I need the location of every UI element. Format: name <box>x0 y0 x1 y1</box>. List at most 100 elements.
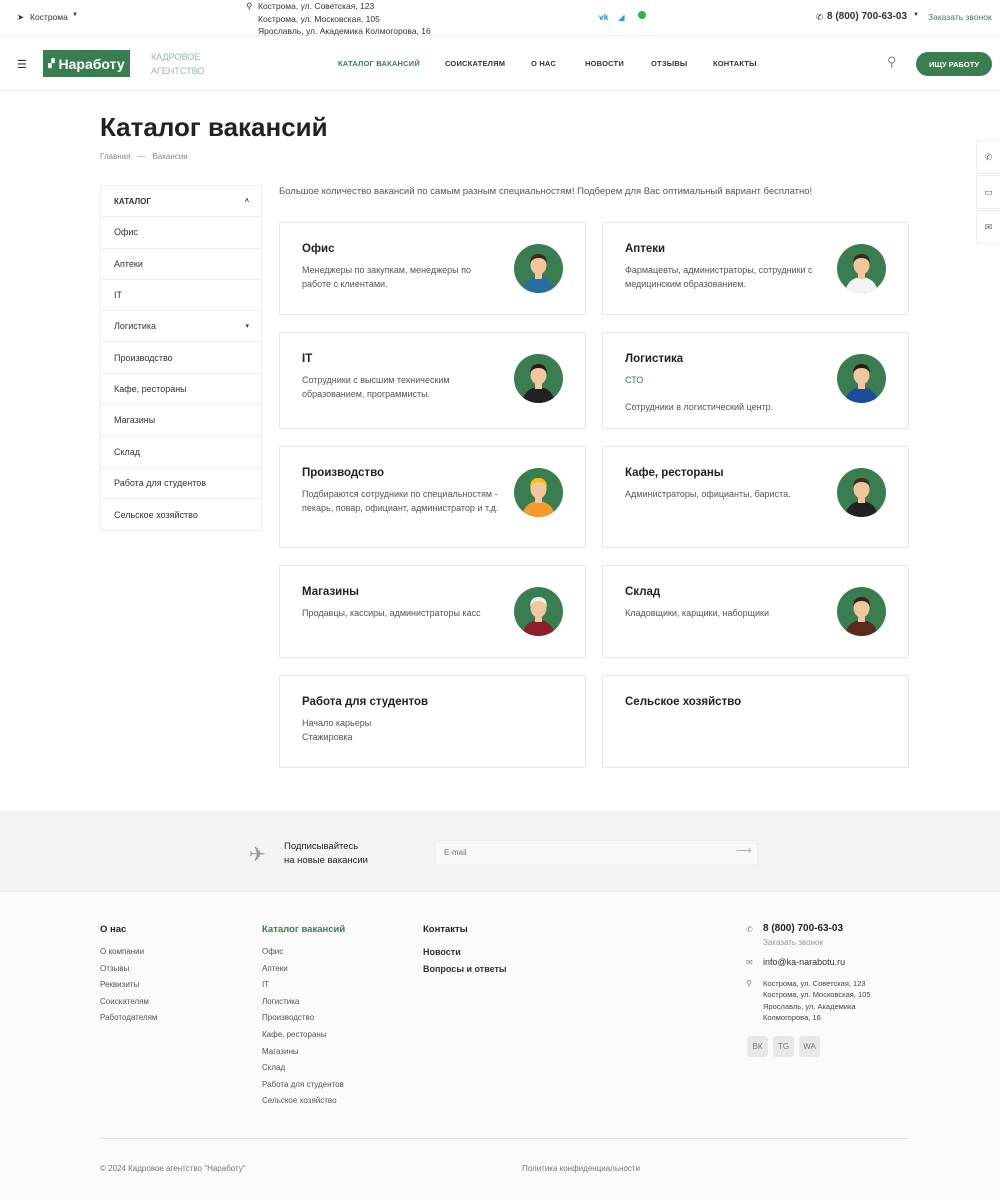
page-title: Каталог вакансий <box>100 112 328 142</box>
card-tag: СТО <box>625 375 644 385</box>
footer-link[interactable]: Реквизиты <box>100 980 140 990</box>
card-title[interactable]: Склад <box>625 586 661 598</box>
footer-link[interactable]: Работодателям <box>100 1013 158 1023</box>
card-description: Фармацевты, администраторы, сотрудники с… <box>625 264 825 291</box>
sidebar-item[interactable]: IT <box>101 280 261 312</box>
vacancy-card[interactable]: Офис Менеджеры по закупкам, менеджеры по … <box>279 222 586 315</box>
main-nav: ☰ ▞ Наработу КАДРОВОЕ АГЕНТСТВО КАТАЛОГ ВА… <box>0 37 1000 91</box>
whatsapp-icon[interactable] <box>638 11 646 19</box>
vacancy-card[interactable]: IT Сотрудники с высшим техническим образо… <box>279 332 586 429</box>
nav-seekers[interactable]: СОИСКАТЕЛЯМ <box>445 59 506 68</box>
card-title[interactable]: Работа для студентов <box>302 696 429 708</box>
vacancy-card[interactable]: Производство Подбираются сотрудники по сп… <box>279 446 586 548</box>
card-description: Продавцы, кассиры, администраторы касс <box>302 607 502 621</box>
card-title[interactable]: Офис <box>302 243 335 255</box>
footer-link[interactable]: Работа для студентов <box>262 1079 344 1089</box>
vacancy-card[interactable]: Работа для студентов Начало карьеры Стажир… <box>279 675 586 768</box>
card-title[interactable]: IT <box>302 353 313 365</box>
card-title[interactable]: Кафе, рестораны <box>625 467 724 479</box>
card-title[interactable]: Производство <box>302 467 385 479</box>
card-title[interactable]: Аптеки <box>625 243 666 255</box>
footer-link[interactable]: Отзывы <box>100 963 130 973</box>
mail-icon[interactable]: ✉ <box>976 210 1000 244</box>
nav-catalog[interactable]: КАТАЛОГ ВАКАНСИЙ <box>338 59 420 68</box>
sidebar-header[interactable]: КАТАЛОГ ˄ <box>101 186 261 218</box>
vk-icon[interactable]: ВК <box>747 1036 768 1057</box>
chevron-up-icon: ˄ <box>244 197 249 205</box>
sidebar-item[interactable]: Кафе, рестораны <box>101 374 261 406</box>
footer-link[interactable]: Производство <box>262 1013 315 1023</box>
phone-number[interactable]: 8 (800) 700-63-03 <box>827 11 908 22</box>
footer-link[interactable]: Кафе, рестораны <box>262 1029 327 1039</box>
sidebar-item[interactable]: Аптеки <box>101 249 261 280</box>
telegram-icon[interactable]: ◢ <box>618 12 625 22</box>
pin-icon: ⚲ <box>246 1 253 11</box>
search-icon[interactable]: ⚲ <box>887 54 897 69</box>
card-description: Администраторы, официанты, бариста. <box>625 488 825 502</box>
chat-icon[interactable]: ▭ <box>976 175 1000 209</box>
footer-catalog-title[interactable]: Каталог вакансий <box>262 924 346 935</box>
vacancy-card[interactable]: Логистика СТО Сотрудники в логистический ц… <box>602 332 909 429</box>
privacy-link[interactable]: Политика конфиденциальности <box>522 1164 641 1173</box>
email-input[interactable] <box>435 840 758 865</box>
sidebar-item[interactable]: Работа для студентов <box>101 468 261 499</box>
vacancy-card[interactable]: Склад Кладовщики, карщики, наборщики <box>602 565 909 658</box>
nav-contacts[interactable]: КОНТАКТЫ <box>713 59 757 68</box>
logo-text: Наработу <box>58 55 125 72</box>
waiter-avatar <box>837 468 886 517</box>
builder-avatar <box>514 468 563 517</box>
card-line: Фармацевты, администраторы, сотрудники с… <box>625 265 813 289</box>
whatsapp-icon[interactable]: WA <box>799 1036 820 1057</box>
sidebar-item[interactable]: Сельское хозяйство <box>114 509 198 520</box>
sidebar-item[interactable]: Магазины <box>101 405 261 437</box>
nav-news[interactable]: НОВОСТИ <box>585 59 624 68</box>
footer-link[interactable]: Логистика <box>262 996 300 1006</box>
sidebar-item[interactable]: Производство <box>101 342 261 374</box>
vacancy-card[interactable]: Кафе, рестораны Администраторы, официанты… <box>602 446 909 548</box>
footer-link[interactable]: Сельское хозяйство <box>262 1096 337 1106</box>
footer-link[interactable]: Вопросы и ответы <box>423 964 507 974</box>
footer-link[interactable]: О компании <box>100 947 145 956</box>
vk-icon[interactable]: vk <box>599 12 609 22</box>
footer-link[interactable]: Склад <box>262 1063 286 1073</box>
footer-link[interactable]: Магазины <box>262 1046 299 1056</box>
chevron-down-icon: ▾ <box>245 323 249 331</box>
sidebar-item[interactable]: Логистика ▾ <box>101 311 261 343</box>
sidebar-item[interactable]: Склад <box>101 436 261 468</box>
footer-link[interactable]: Аптеки <box>262 963 288 973</box>
city-selector[interactable]: Кострома <box>30 12 68 22</box>
footer-contacts-title[interactable]: Контакты <box>423 924 468 935</box>
sidebar-item[interactable]: Офис <box>101 217 261 249</box>
telegram-icon[interactable]: TG <box>773 1036 794 1057</box>
footer-link[interactable]: IT <box>262 980 270 990</box>
nav-about[interactable]: О НАС <box>531 59 556 68</box>
card-line: Продавцы, кассиры, администраторы касс <box>302 608 481 618</box>
breadcrumb: Главная — Вакансии <box>100 152 188 161</box>
find-job-button[interactable]: ИЩУ РАБОТУ <box>916 52 992 76</box>
footer-email[interactable]: info@ka-narabotu.ru <box>763 957 846 967</box>
logo[interactable]: ▞ Наработу <box>43 50 130 77</box>
footer-link[interactable]: Офис <box>262 947 284 956</box>
footer-link[interactable]: Новости <box>423 947 461 957</box>
card-title[interactable]: Логистика <box>625 353 684 365</box>
vacancy-card[interactable]: Магазины Продавцы, кассиры, администратор… <box>279 565 586 658</box>
arrow-right-icon[interactable]: ⟶ <box>736 845 752 857</box>
footer-link[interactable]: Соискателям <box>100 996 149 1006</box>
footer-callback-link[interactable]: Заказать звонок <box>763 938 823 947</box>
card-description: СТО Сотрудники в логистический центр. <box>625 374 825 415</box>
card-title[interactable]: Сельское хозяйство <box>625 696 742 708</box>
vacancy-card[interactable]: Аптеки Фармацевты, администраторы, сотруд… <box>602 222 909 315</box>
card-description: Начало карьеры Стажировка <box>302 717 502 744</box>
footer-phone[interactable]: 8 (800) 700-63-03 <box>763 923 844 934</box>
nav-reviews[interactable]: ОТЗЫВЫ <box>651 59 688 68</box>
copyright: © 2024 Кадровое агентство "Наработу" <box>100 1164 246 1173</box>
menu-icon[interactable]: ☰ <box>17 59 27 71</box>
callback-float-icon[interactable]: ✆ <box>976 140 1000 174</box>
callback-link[interactable]: Заказать звонок <box>928 12 992 22</box>
logistics-worker-avatar <box>837 354 886 403</box>
card-title[interactable]: Магазины <box>302 586 359 598</box>
doctor-avatar <box>837 244 886 293</box>
breadcrumb-home[interactable]: Главная <box>100 152 131 161</box>
vacancy-card[interactable]: Сельское хозяйство <box>602 675 909 768</box>
